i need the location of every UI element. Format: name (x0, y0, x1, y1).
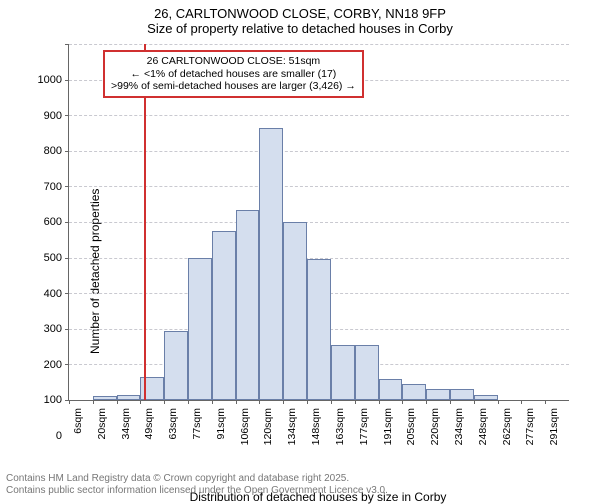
xtick-mark (450, 400, 451, 404)
ytick-label: 700 (22, 181, 62, 193)
xtick-mark (331, 400, 332, 404)
xtick-mark (545, 400, 546, 404)
ytick-label: 300 (22, 323, 62, 335)
footer-line-2: Contains public sector information licen… (6, 485, 388, 497)
xtick-label: 262sqm (501, 408, 513, 445)
histogram-bar (117, 395, 141, 400)
histogram-bar (379, 379, 403, 400)
title-line-1: 26, CARLTONWOOD CLOSE, CORBY, NN18 9FP (0, 6, 600, 21)
xtick-label: 205sqm (405, 408, 417, 445)
ytick-mark (65, 293, 69, 294)
histogram-bar (331, 345, 355, 400)
ytick-label: 200 (22, 359, 62, 371)
xtick-mark (283, 400, 284, 404)
ytick-label: 100 (22, 394, 62, 406)
histogram-bar (236, 210, 260, 400)
xtick-mark (498, 400, 499, 404)
ytick-label: 600 (22, 216, 62, 228)
xtick-mark (379, 400, 380, 404)
histogram-bar (93, 396, 117, 400)
ytick-mark (65, 151, 69, 152)
xtick-mark (402, 400, 403, 404)
histogram-bar (474, 395, 498, 400)
xtick-mark (521, 400, 522, 404)
histogram-bar (450, 389, 474, 400)
histogram-bar (188, 258, 212, 400)
xtick-mark (188, 400, 189, 404)
histogram-bar (212, 231, 236, 400)
xtick-label: 106sqm (239, 408, 251, 445)
ytick-label: 500 (22, 252, 62, 264)
ytick-label: 400 (22, 288, 62, 300)
histogram-bar (355, 345, 379, 400)
xtick-label: 120sqm (262, 408, 274, 445)
xtick-label: 20sqm (96, 408, 108, 440)
histogram-bar (307, 259, 331, 400)
footer-attribution: Contains HM Land Registry data © Crown c… (6, 473, 388, 496)
xtick-mark (69, 400, 70, 404)
xtick-mark (117, 400, 118, 404)
xtick-label: 134sqm (286, 408, 298, 445)
ytick-mark (65, 222, 69, 223)
ytick-mark (65, 364, 69, 365)
histogram-bar (283, 222, 307, 400)
ytick-mark (65, 186, 69, 187)
plot-area: 6sqm20sqm34sqm49sqm63sqm77sqm91sqm106sqm… (68, 44, 569, 401)
histogram-bar (402, 384, 426, 400)
ytick-label: 0 (22, 430, 62, 442)
callout-line-1: 26 CARLTONWOOD CLOSE: 51sqm (111, 55, 356, 68)
xtick-label: 177sqm (358, 408, 370, 445)
marker-callout: 26 CARLTONWOOD CLOSE: 51sqm ← <1% of det… (103, 50, 364, 98)
xtick-label: 277sqm (524, 408, 536, 445)
histogram-bar (426, 389, 450, 400)
xtick-label: 91sqm (215, 408, 227, 440)
callout-line-3: >99% of semi-detached houses are larger … (111, 80, 356, 93)
ytick-mark (65, 329, 69, 330)
xtick-label: 248sqm (477, 408, 489, 445)
callout-line-2: ← <1% of detached houses are smaller (17… (111, 68, 356, 81)
xtick-label: 49sqm (143, 408, 155, 440)
xtick-label: 163sqm (334, 408, 346, 445)
xtick-label: 77sqm (191, 408, 203, 440)
footer-line-1: Contains HM Land Registry data © Crown c… (6, 473, 388, 485)
chart-title-block: 26, CARLTONWOOD CLOSE, CORBY, NN18 9FP S… (0, 0, 600, 36)
ytick-mark (65, 115, 69, 116)
ytick-label: 1000 (22, 74, 62, 86)
xtick-mark (307, 400, 308, 404)
xtick-label: 34sqm (120, 408, 132, 440)
ytick-label: 900 (22, 110, 62, 122)
histogram-bar (259, 128, 283, 400)
histogram-chart: Number of detached properties 6sqm20sqm3… (68, 44, 568, 430)
xtick-label: 148sqm (310, 408, 322, 445)
xtick-mark (236, 400, 237, 404)
ytick-mark (65, 44, 69, 45)
xtick-mark (355, 400, 356, 404)
histogram-bar (164, 331, 188, 400)
xtick-mark (474, 400, 475, 404)
ytick-mark (65, 80, 69, 81)
xtick-label: 291sqm (548, 408, 560, 445)
xtick-mark (212, 400, 213, 404)
xtick-label: 234sqm (453, 408, 465, 445)
xtick-mark (140, 400, 141, 404)
xtick-mark (259, 400, 260, 404)
ytick-mark (65, 258, 69, 259)
xtick-mark (426, 400, 427, 404)
xtick-mark (93, 400, 94, 404)
xtick-label: 6sqm (72, 408, 84, 434)
title-line-2: Size of property relative to detached ho… (0, 21, 600, 36)
xtick-label: 220sqm (429, 408, 441, 445)
xtick-label: 63sqm (167, 408, 179, 440)
xtick-label: 191sqm (382, 408, 394, 445)
xtick-mark (164, 400, 165, 404)
ytick-label: 800 (22, 145, 62, 157)
